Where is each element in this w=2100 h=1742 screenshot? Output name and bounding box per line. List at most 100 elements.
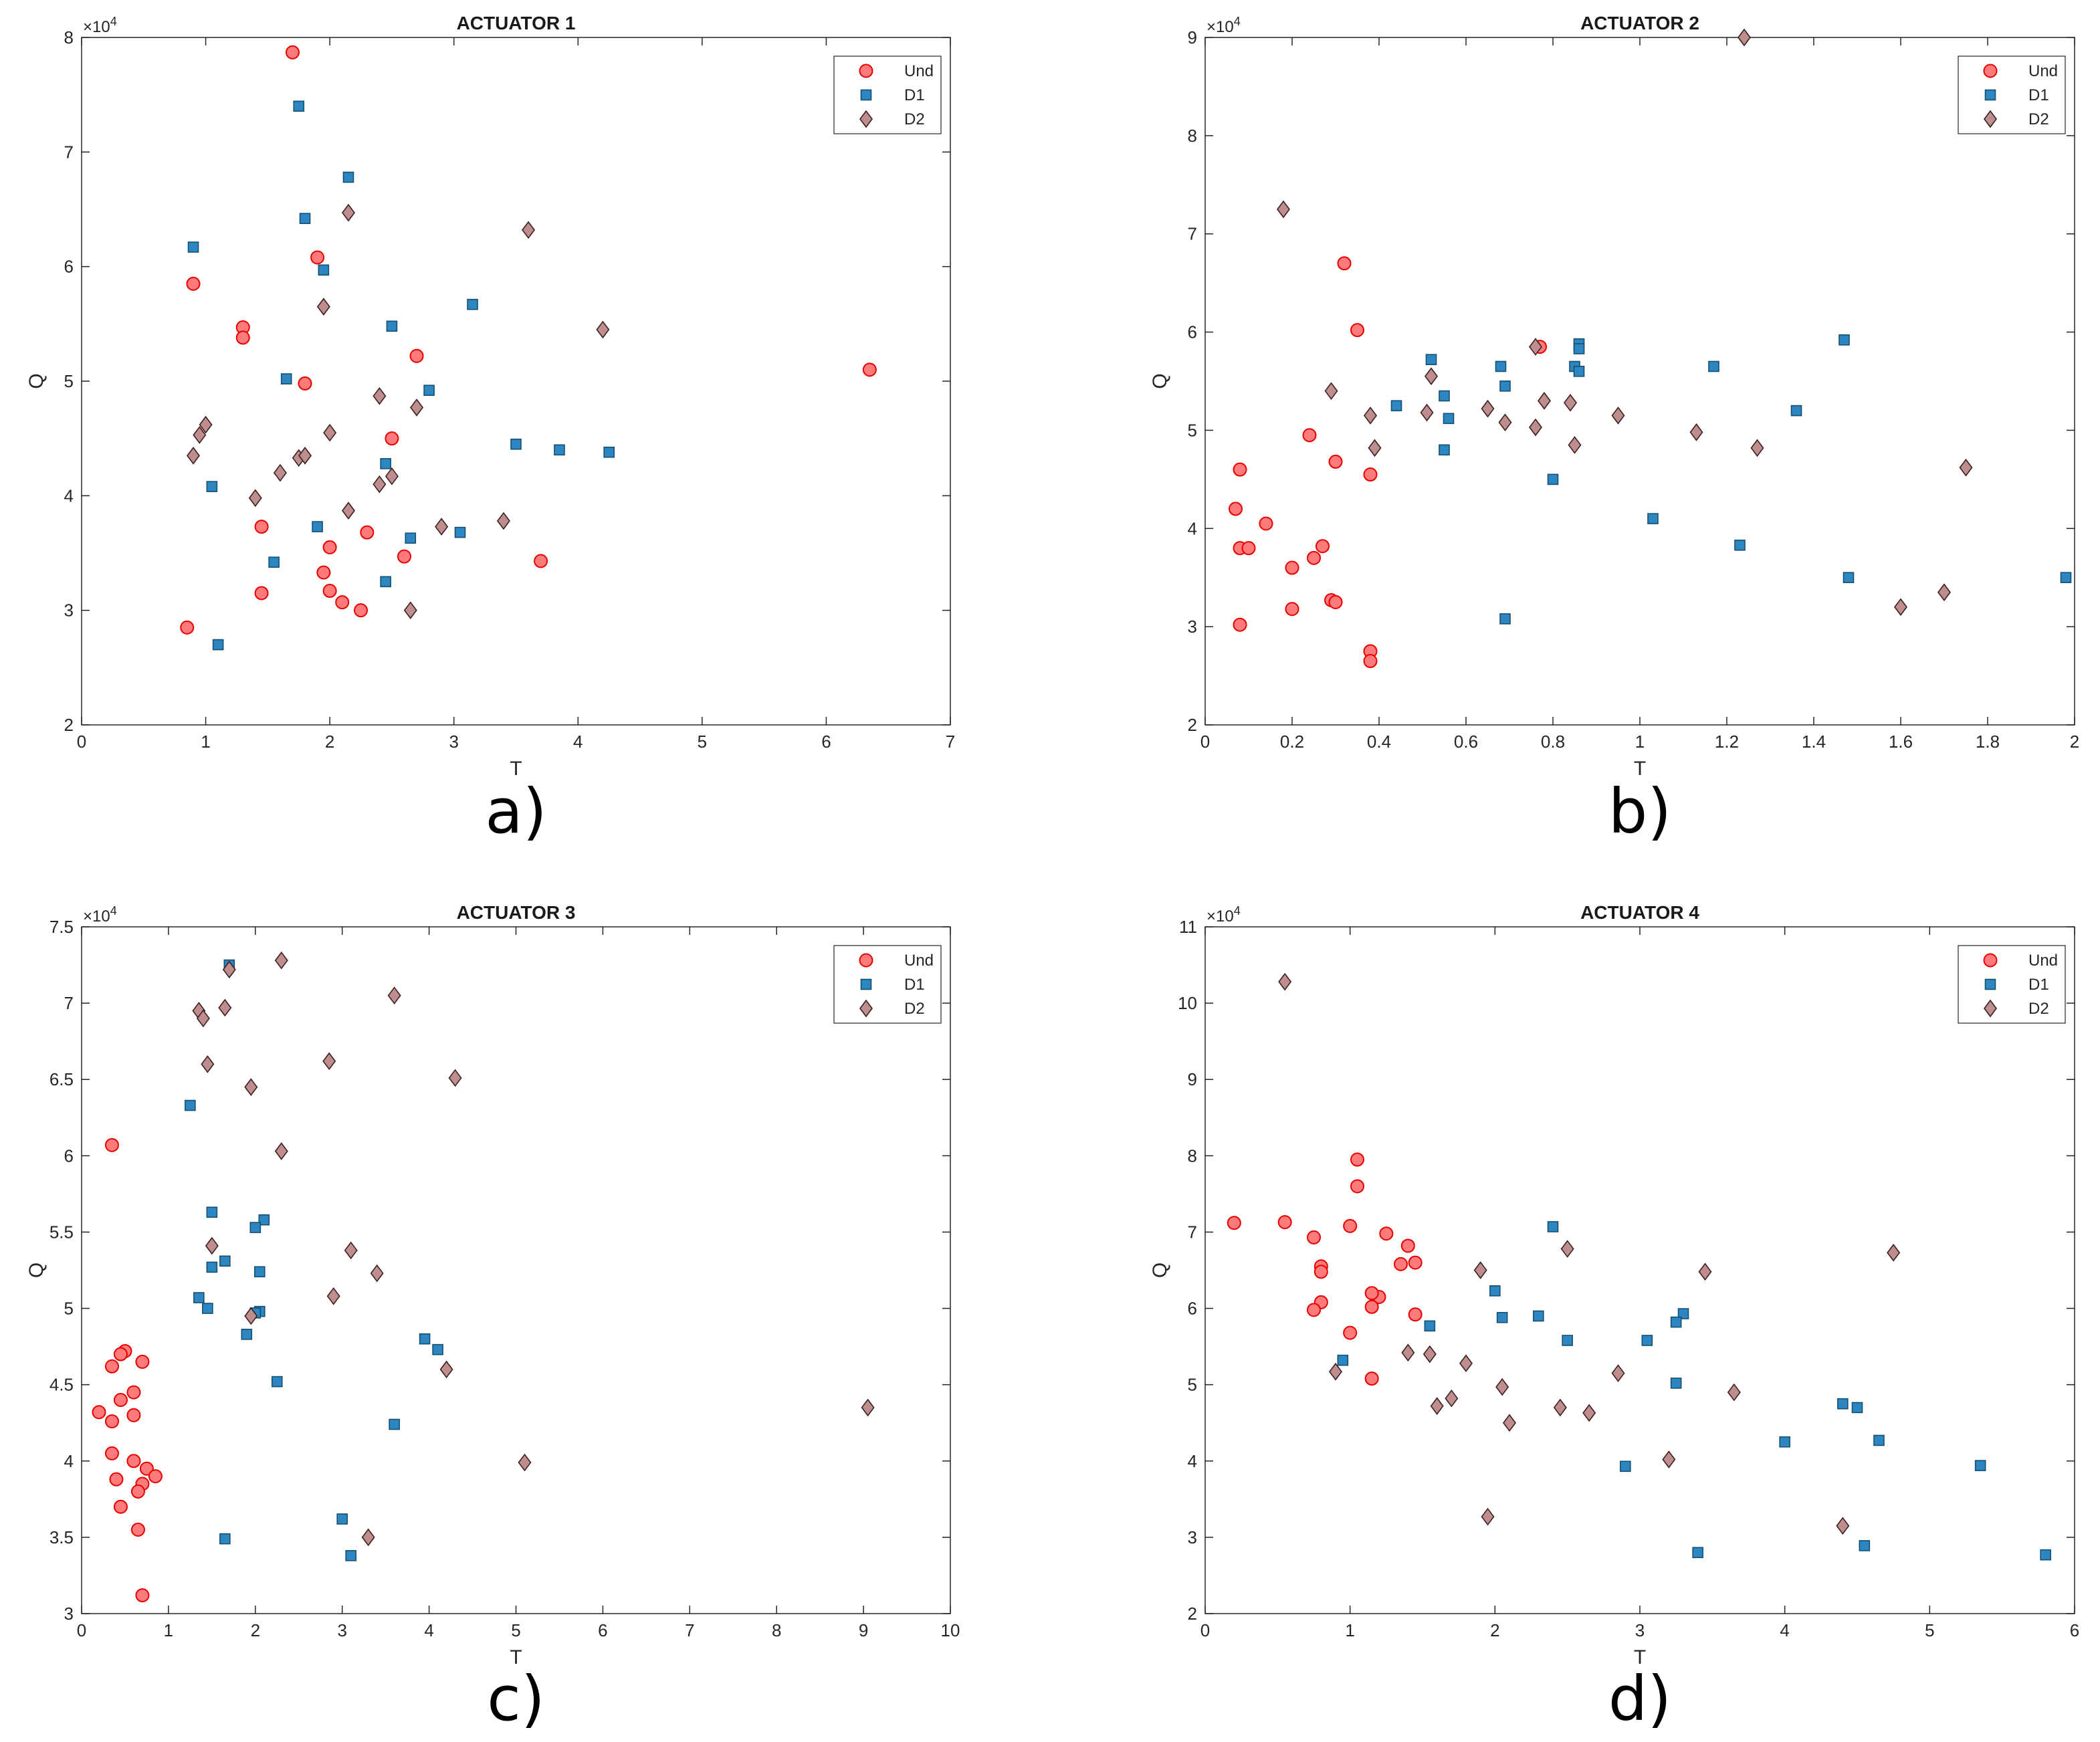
data-point-d2 [323,423,337,442]
data-point-d1 [1708,360,1719,372]
data-point-d2 [1564,393,1577,412]
data-point-und [1364,1372,1379,1386]
data-point-d2 [1894,598,1907,617]
series-d2 [187,203,610,620]
data-point-d1 [1439,390,1450,402]
y-tick-label: 2 [64,715,74,735]
data-point-d2 [448,1069,462,1087]
legend-marker-und [1983,64,1998,78]
data-point-d2 [1498,413,1512,432]
data-point-d1 [1670,1378,1682,1389]
data-point-d1 [1496,1311,1508,1323]
legend-label-und: Und [2028,62,2058,80]
data-point-und [409,348,424,363]
data-point-d1 [454,526,466,538]
data-point-d1 [380,576,391,588]
data-point-d2 [1662,1450,1676,1468]
x-tick-label: 4 [1780,1620,1789,1640]
x-tick-label: 0 [77,1620,86,1640]
data-point-d2 [218,998,232,1017]
data-point-und [126,1454,141,1468]
data-point-d2 [410,399,424,417]
plot-area [81,926,951,1614]
legend-marker-und [859,64,873,78]
legend-label-d2: D2 [2028,1000,2049,1018]
data-point-d2 [196,1009,210,1028]
y-exponent-label: ×104 [1206,15,1241,36]
data-point-und [130,1522,145,1537]
series-und [1227,1152,1423,1386]
data-point-und [1302,428,1317,443]
data-point-und [397,549,411,564]
y-tick-label: 5 [64,1299,74,1319]
data-point-und [316,565,331,580]
data-point-d2 [201,1055,215,1073]
x-tick-label: 5 [511,1620,520,1640]
x-axis-label: T [1634,1646,1646,1668]
data-point-d2 [1503,1414,1516,1432]
x-tick-label: 9 [859,1620,868,1640]
data-point-d1 [1851,1402,1863,1414]
data-point-d1 [1573,343,1585,354]
data-point-d2 [361,1528,375,1547]
data-point-d1 [389,1418,400,1430]
data-point-d1 [405,532,417,544]
data-point-d2 [274,951,288,970]
data-point-d1 [1974,1460,1986,1471]
data-point-und [126,1408,141,1422]
data-point-d1 [345,1549,356,1561]
data-point-und [1285,560,1299,575]
data-point-d2 [341,203,355,222]
x-tick-label: 4 [573,732,583,752]
data-point-und [180,620,195,635]
data-point-d1 [219,1255,231,1267]
data-point-d1 [1647,513,1659,524]
data-point-d1 [1641,1335,1653,1346]
data-point-und [135,1354,150,1369]
series-d2 [1277,28,1973,617]
legend: Und D1 D2 [833,56,942,134]
legend: Und D1 D2 [1958,945,2066,1024]
legend-label-und: Und [904,952,934,970]
panel-label: d) [1608,1663,1671,1735]
data-point-d1 [219,1533,231,1545]
data-point-und [126,1385,141,1400]
data-point-und [385,431,399,446]
data-point-und [1259,516,1273,531]
data-point-d2 [522,221,536,239]
data-point-d1 [386,320,398,332]
data-point-d2 [1959,458,1973,477]
data-point-und [186,276,201,291]
scatter-panel-2: ACTUATOR 2 0 0.2 0.4 0.6 0.8 1 1.2 1.4 1.6 1.8 2 2 3 4… [1149,13,2079,847]
data-point-d2 [1689,423,1703,441]
data-point-d1 [1734,539,1746,551]
x-tick-label: 1.4 [1802,732,1826,752]
y-tick-label: 2 [1188,1604,1197,1624]
data-point-d2 [1887,1243,1901,1262]
data-point-und [104,1414,119,1428]
data-point-und [1343,1325,1358,1340]
y-exponent-label: ×104 [1206,904,1241,926]
data-point-d1 [206,1261,218,1273]
data-point-d2 [1445,1389,1459,1408]
data-point-d1 [423,385,435,397]
x-tick-label: 0.8 [1541,732,1565,752]
plot-area [81,37,951,726]
x-tick-label: 6 [821,732,831,752]
data-point-d1 [1573,366,1585,377]
y-tick-label: 3 [64,601,74,621]
data-point-und [139,1461,154,1476]
x-tick-label: 1 [164,1620,173,1640]
data-point-d1 [432,1343,443,1355]
data-point-d2 [322,1052,336,1071]
data-point-d1 [1547,473,1559,485]
data-point-d2 [326,1287,340,1305]
x-tick-label: 0 [77,732,86,752]
data-point-d1 [336,1513,348,1525]
data-point-und [104,1446,119,1460]
data-point-d1 [467,298,478,310]
data-point-d1 [212,639,224,651]
data-point-d1 [1677,1308,1689,1319]
data-point-und [335,595,350,610]
series-d1 [1337,1221,2051,1561]
